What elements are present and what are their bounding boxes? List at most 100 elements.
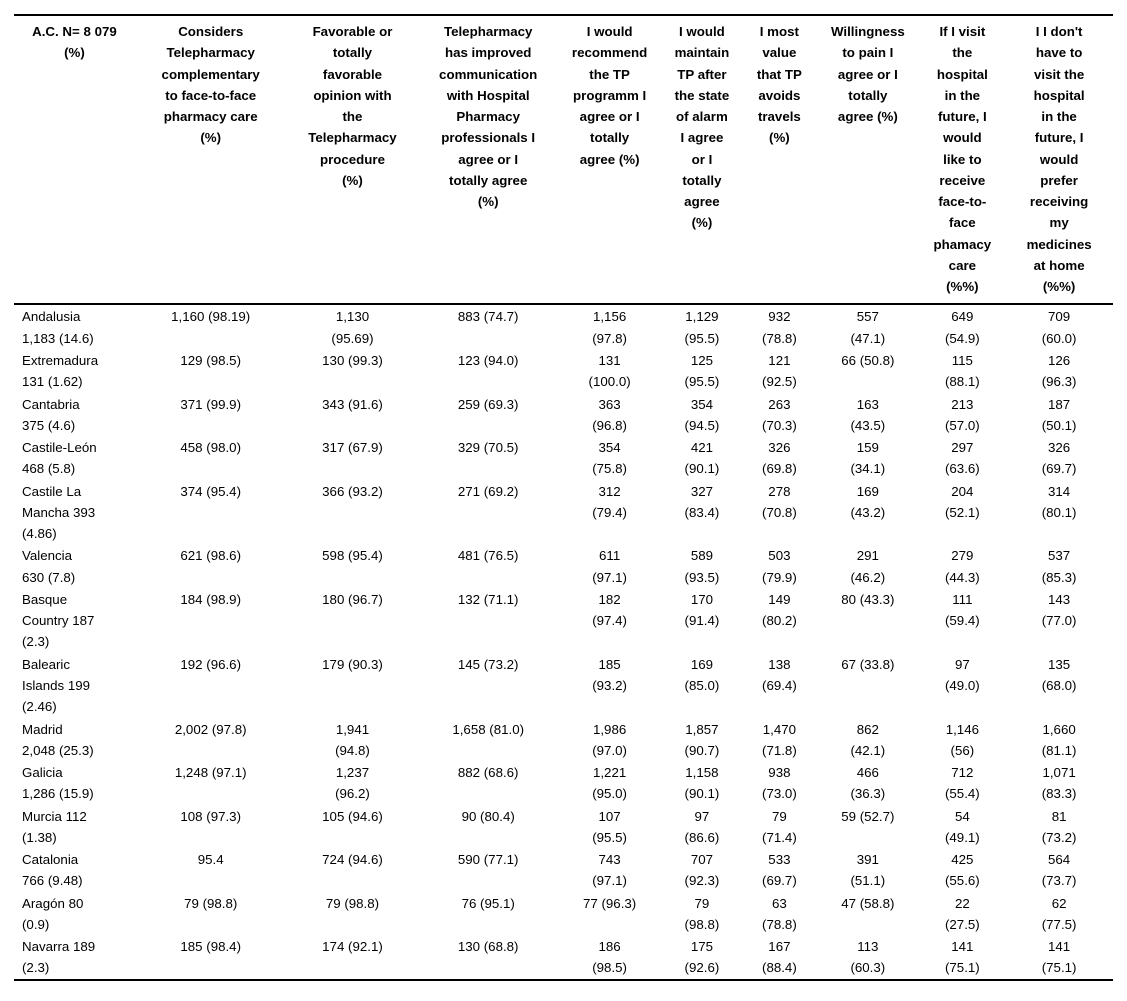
value-cell: 179 (90.3) xyxy=(322,656,383,672)
value-cell: 1,156 (97.8) xyxy=(592,309,627,346)
value-cell: 533 (69.7) xyxy=(762,852,797,889)
value-cell: 79 (98.8) xyxy=(684,895,720,932)
value-cell: 481 (76.5) xyxy=(457,548,519,564)
value-cell: 79 (71.4) xyxy=(762,808,797,845)
table-header: A.C. N= 8 079 (%) Considers Telepharmacy … xyxy=(14,15,1113,305)
value-cell: 297 (63.6) xyxy=(944,440,980,477)
value-cell: 47 (58.8) xyxy=(841,895,895,911)
value-cell: 121 (92.5) xyxy=(762,352,797,390)
value-cell: 111 (59.4) xyxy=(944,591,980,629)
column-header: If I visit the hospital in the future, I… xyxy=(933,24,992,295)
value-cell: 421 (90.1) xyxy=(684,440,720,477)
region-cell: Andalusia 1,183 (14.6) xyxy=(22,309,94,346)
value-cell: 366 (93.2) xyxy=(322,483,383,499)
value-cell: 123 (94.0) xyxy=(457,352,519,368)
table-row: Castile-León 468 (5.8) 458 (98.0) 317 (67.… xyxy=(14,436,1113,480)
value-cell: 1,941 (94.8) xyxy=(335,721,370,758)
value-cell: 132 (71.1) xyxy=(457,591,519,607)
value-cell: 135 (68.0) xyxy=(1041,656,1077,693)
value-cell: 709 (60.0) xyxy=(1041,309,1077,346)
table-body: Andalusia 1,183 (14.6) 1,160 (98.19) 1,130… xyxy=(14,304,1113,979)
region-cell: Aragón 80 (0.9) xyxy=(22,895,84,932)
value-cell: 90 (80.4) xyxy=(461,808,515,824)
value-cell: 938 (73.0) xyxy=(762,765,797,802)
value-cell: 263 (70.3) xyxy=(762,396,797,433)
region-cell: Extremadura 131 (1.62) xyxy=(22,352,99,390)
value-cell: 354 (75.8) xyxy=(592,440,627,477)
region-cell: Basque Country 187 (2.3) xyxy=(22,591,95,650)
column-header: I most value that TP avoids travels (%) xyxy=(756,24,802,146)
value-cell: 141 (75.1) xyxy=(944,939,980,976)
value-cell: 537 (85.3) xyxy=(1041,548,1077,585)
value-cell: 170 (91.4) xyxy=(684,591,720,629)
table-row: Valencia 630 (7.8) 621 (98.6) 598 (95.4) 48… xyxy=(14,544,1113,588)
value-cell: 425 (55.6) xyxy=(944,852,980,889)
value-cell: 63 (78.8) xyxy=(762,895,797,932)
value-cell: 557 (47.1) xyxy=(850,309,886,346)
value-cell: 1,237 (96.2) xyxy=(335,765,370,802)
value-cell: 174 (92.1) xyxy=(322,939,383,955)
region-cell: Castile La Mancha 393 (4.86) xyxy=(22,483,96,542)
value-cell: 327 (83.4) xyxy=(684,483,720,520)
value-cell: 213 (57.0) xyxy=(944,396,980,433)
value-cell: 279 (44.3) xyxy=(944,548,980,585)
value-cell: 169 (85.0) xyxy=(684,656,720,693)
value-cell: 97 (86.6) xyxy=(684,808,720,845)
value-cell: 1,248 (97.1) xyxy=(174,765,247,781)
value-cell: 326 (69.8) xyxy=(762,440,797,477)
value-cell: 185 (93.2) xyxy=(592,656,627,693)
value-cell: 149 (80.2) xyxy=(762,591,797,629)
value-cell: 649 (54.9) xyxy=(944,309,980,346)
value-cell: 76 (95.1) xyxy=(461,895,515,911)
value-cell: 59 (52.7) xyxy=(841,808,895,824)
value-cell: 862 (42.1) xyxy=(850,721,886,758)
region-cell: Cantabria 375 (4.6) xyxy=(22,396,80,433)
value-cell: 143 (77.0) xyxy=(1041,591,1077,629)
value-cell: 611 (97.1) xyxy=(592,548,627,585)
column-header: Favorable or totally favorable opinion w… xyxy=(308,24,397,188)
value-cell: 329 (70.5) xyxy=(457,440,519,456)
value-cell: 2,002 (97.8) xyxy=(174,721,247,737)
value-cell: 169 (43.2) xyxy=(850,483,886,520)
table-row: Galicia 1,286 (15.9) 1,248 (97.1) 1,237 (9… xyxy=(14,761,1113,805)
value-cell: 108 (97.3) xyxy=(180,808,242,824)
table-row: Andalusia 1,183 (14.6) 1,160 (98.19) 1,130… xyxy=(14,304,1113,349)
value-cell: 883 (74.7) xyxy=(457,309,519,325)
value-cell: 175 (92.6) xyxy=(684,939,720,976)
table-row: Castile La Mancha 393 (4.86) 374 (95.4) 36… xyxy=(14,480,1113,545)
value-cell: 1,071 (83.3) xyxy=(1041,765,1077,802)
column-header: Willingness to pain I agree or I totally… xyxy=(830,24,905,125)
value-cell: 79 (98.8) xyxy=(184,895,238,911)
table-row: Madrid 2,048 (25.3) 2,002 (97.8) 1,941 (94… xyxy=(14,718,1113,762)
value-cell: 115 (88.1) xyxy=(944,352,980,390)
value-cell: 589 (93.5) xyxy=(684,548,720,585)
value-cell: 67 (33.8) xyxy=(841,656,895,672)
value-cell: 743 (97.1) xyxy=(592,852,627,889)
value-cell: 131 (100.0) xyxy=(588,352,631,390)
value-cell: 192 (96.6) xyxy=(180,656,242,672)
value-cell: 180 (96.7) xyxy=(322,591,383,607)
region-cell: Valencia 630 (7.8) xyxy=(22,548,76,585)
telepharmacy-results-table: A.C. N= 8 079 (%) Considers Telepharmacy … xyxy=(14,14,1113,981)
value-cell: 167 (88.4) xyxy=(762,939,797,976)
value-cell: 81 (73.2) xyxy=(1041,808,1077,845)
value-cell: 105 (94.6) xyxy=(322,808,383,824)
region-cell: Catalonia 766 (9.48) xyxy=(22,852,83,889)
value-cell: 1,146 (56) xyxy=(945,721,979,758)
value-cell: 458 (98.0) xyxy=(180,440,242,456)
value-cell: 22 (27.5) xyxy=(944,895,980,932)
value-cell: 1,986 (97.0) xyxy=(592,721,627,758)
region-cell: Galicia 1,286 (15.9) xyxy=(22,765,94,802)
region-cell: Castile-León 468 (5.8) xyxy=(22,440,97,477)
value-cell: 77 (96.3) xyxy=(583,895,637,911)
region-cell: Madrid 2,048 (25.3) xyxy=(22,721,94,758)
column-header: I would maintain TP after the state of a… xyxy=(674,24,730,231)
value-cell: 363 (96.8) xyxy=(592,396,627,433)
value-cell: 1,130 (95.69) xyxy=(331,309,374,346)
region-cell: Balearic Islands 199 (2.46) xyxy=(22,656,91,715)
table-row: Basque Country 187 (2.3) 184 (98.9) 180 (9… xyxy=(14,588,1113,653)
value-cell: 129 (98.5) xyxy=(180,352,242,368)
value-cell: 97 (49.0) xyxy=(944,656,980,693)
value-cell: 126 (96.3) xyxy=(1041,352,1077,390)
